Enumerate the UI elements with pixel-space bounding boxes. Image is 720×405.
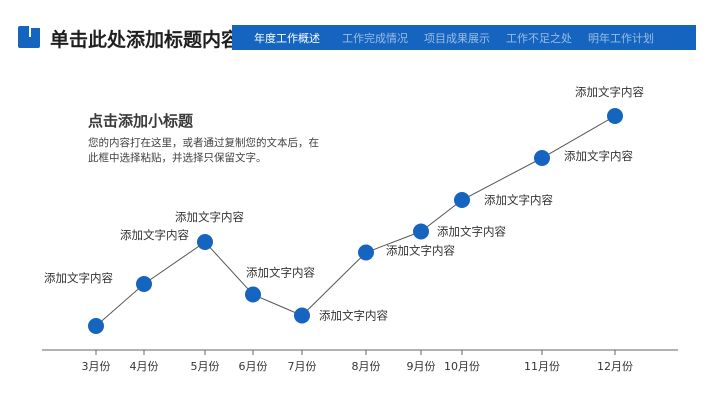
data-point [534, 150, 550, 166]
nav-tab-completion[interactable]: 工作完成情况 [342, 31, 408, 45]
nav-tab-overview[interactable]: 年度工作概述 [254, 31, 320, 45]
data-label: 添加文字内容 [120, 228, 189, 242]
data-point [607, 108, 623, 124]
data-label: 添加文字内容 [175, 210, 244, 224]
data-label: 添加文字内容 [44, 271, 113, 285]
x-tick-label: 10月份 [444, 360, 480, 373]
data-label: 添加文字内容 [564, 149, 633, 163]
data-label: 添加文字内容 [319, 309, 388, 323]
x-tick-label: 9月份 [407, 360, 436, 373]
data-point [358, 244, 374, 261]
logo-icon [18, 26, 40, 48]
x-tick-label: 8月份 [352, 360, 381, 373]
data-label: 添加文字内容 [437, 225, 506, 239]
data-point [454, 192, 470, 208]
x-tick-label: 6月份 [239, 360, 268, 373]
x-tick-label: 4月份 [130, 360, 159, 373]
data-point [245, 286, 261, 303]
data-label: 添加文字内容 [246, 266, 315, 280]
nav-tab-shortcomings[interactable]: 工作不足之处 [506, 31, 572, 45]
nav-bar: 年度工作概述 工作完成情况 项目成果展示 工作不足之处 明年工作计划 [232, 25, 696, 50]
data-point [88, 318, 104, 334]
data-point [294, 307, 310, 324]
data-point [136, 276, 152, 292]
x-tick-label: 7月份 [288, 360, 317, 373]
series-line [95, 115, 616, 327]
data-label: 添加文字内容 [484, 193, 553, 207]
x-tick-label: 5月份 [191, 360, 220, 373]
nav-tab-results[interactable]: 项目成果展示 [424, 31, 490, 45]
body-text: 您的内容打在这里，或者通过复制您的文本后，在此框中选择粘贴，并选择只保留文字。 [88, 137, 319, 164]
data-label: 添加文字内容 [575, 85, 644, 99]
nav-tab-next-year-plan[interactable]: 明年工作计划 [588, 31, 654, 45]
data-point [197, 234, 213, 250]
x-tick-label: 12月份 [597, 360, 633, 373]
data-point [413, 223, 429, 240]
page-title: 单击此处添加标题内容 [50, 29, 241, 51]
data-label: 添加文字内容 [386, 244, 455, 258]
x-tick-label: 11月份 [524, 360, 560, 373]
subtitle: 点击添加小标题 [88, 112, 194, 130]
x-tick-label: 3月份 [82, 360, 111, 373]
